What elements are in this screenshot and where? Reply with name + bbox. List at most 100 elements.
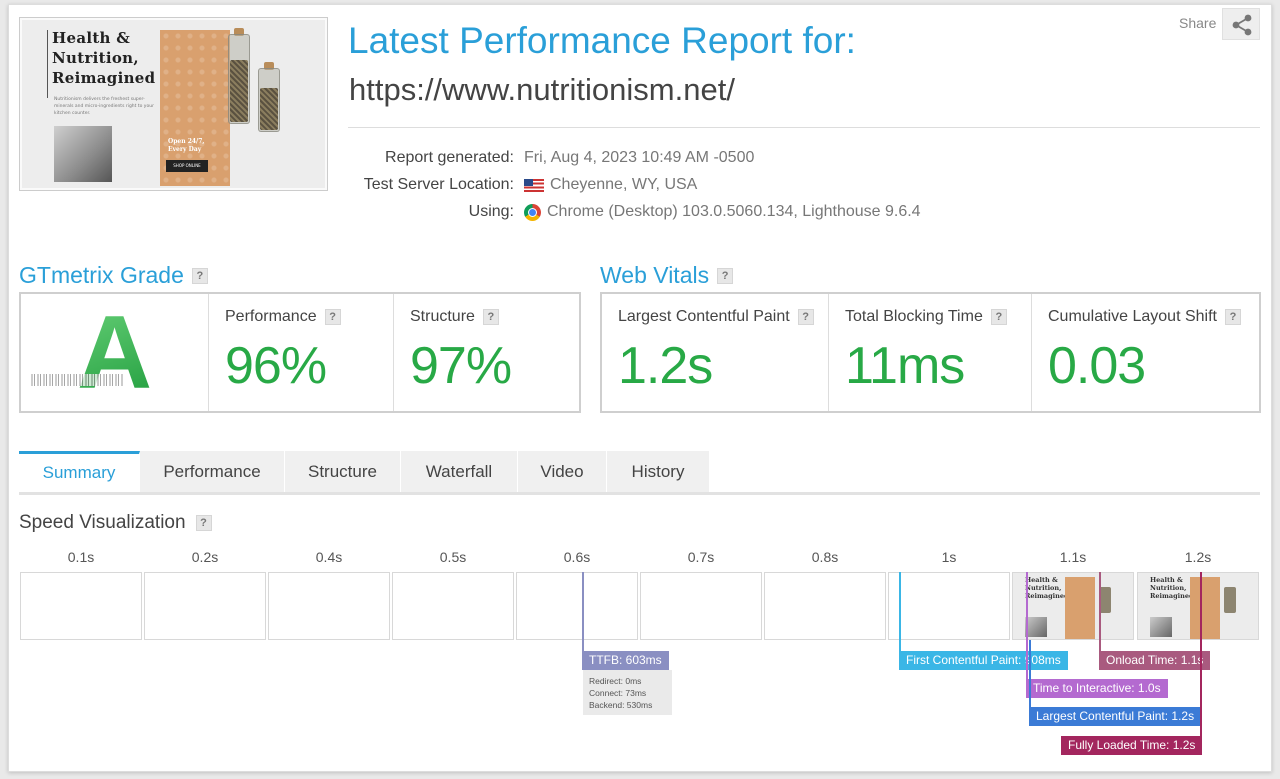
frame-photo: [1150, 617, 1172, 637]
structure-score-label-wrap: Structure ?: [410, 308, 499, 326]
vital-label: Total Blocking Time: [845, 308, 983, 325]
jar-image: [228, 34, 250, 124]
vital-value: 1.2s: [618, 337, 713, 395]
filmstrip-frame[interactable]: [640, 572, 762, 640]
frame-photo: [1025, 617, 1047, 637]
vital-label-wrap: Total Blocking Time ?: [845, 308, 1007, 326]
thumbnail-description: Nutritionism delivers the freshest super…: [54, 97, 154, 116]
filmstrip-frame[interactable]: [144, 572, 266, 640]
tab-history[interactable]: History: [607, 451, 710, 493]
performance-score-cell: Performance ? 96%: [208, 294, 393, 411]
performance-score-label-wrap: Performance ?: [225, 308, 341, 326]
help-icon[interactable]: ?: [191, 267, 208, 284]
meta-label: Report generated:: [385, 149, 514, 166]
report-title: Latest Performance Report for:: [348, 20, 856, 61]
help-icon[interactable]: ?: [717, 267, 734, 284]
help-icon[interactable]: ?: [1224, 309, 1241, 325]
timeline-tick: 0.2s: [191, 549, 219, 565]
timeline-tick: 0.7s: [687, 549, 715, 565]
vital-label: Largest Contentful Paint: [618, 308, 790, 325]
ttfb-connect: Connect: 73ms: [589, 688, 647, 698]
thumbnail-headline: Health & Nutrition, Reimagined: [52, 29, 156, 87]
section-title: GTmetrix Grade: [19, 262, 184, 288]
help-icon[interactable]: ?: [324, 309, 341, 325]
timeline-tick: 0.6s: [563, 549, 591, 565]
filmstrip-frame[interactable]: [764, 572, 886, 640]
fully-loaded-line: [1200, 572, 1202, 738]
timeline-tick: 0.8s: [811, 549, 839, 565]
report-url: https://www.nutritionism.net/: [349, 72, 735, 107]
report-tabs: Summary Performance Structure Waterfall …: [19, 451, 710, 493]
vital-tbt-cell: Total Blocking Time ? 11ms: [828, 294, 1031, 411]
gtmetrix-grade-box: A Performance ? 96% Structure ? 97%: [19, 292, 581, 413]
ttfb-marker[interactable]: TTFB: 603ms: [582, 651, 669, 670]
filmstrip-frame[interactable]: [888, 572, 1010, 640]
help-icon[interactable]: ?: [797, 309, 814, 325]
thumbnail-divider: [47, 30, 48, 98]
frame-headline: Health & Nutrition, Reimagined: [1150, 576, 1194, 600]
grade-letter: A: [77, 295, 153, 411]
grade-artifact: [31, 374, 123, 386]
jar-cork: [264, 62, 274, 70]
thumbnail-cta: SHOP ONLINE: [166, 160, 208, 172]
section-title: Web Vitals: [600, 262, 710, 288]
jar-cork: [234, 28, 244, 36]
page-screenshot-thumbnail[interactable]: Health & Nutrition, Reimagined Nutrition…: [19, 17, 328, 191]
onload-marker[interactable]: Onload Time: 1.1s: [1099, 651, 1211, 670]
ttfb-redirect: Redirect: 0ms: [589, 676, 642, 686]
performance-score-label: Performance: [225, 308, 317, 325]
tti-marker[interactable]: Time to Interactive: 1.0s: [1026, 679, 1168, 698]
header-divider: [348, 127, 1260, 128]
meta-value-wrap: Chrome (Desktop) 103.0.5060.134, Lightho…: [524, 203, 921, 221]
filmstrip-frame[interactable]: [392, 572, 514, 640]
tab-waterfall[interactable]: Waterfall: [401, 451, 518, 493]
meta-value: Cheyenne, WY, USA: [550, 176, 698, 193]
meta-label: Test Server Location:: [363, 176, 514, 193]
structure-score-label: Structure: [410, 308, 475, 325]
web-vitals-box: Largest Contentful Paint ? 1.2s Total Bl…: [600, 292, 1261, 413]
vital-label: Cumulative Layout Shift: [1048, 308, 1217, 325]
filmstrip-frame[interactable]: [516, 572, 638, 640]
frame-panel: [1190, 577, 1220, 639]
help-icon[interactable]: ?: [990, 309, 1007, 325]
tab-video[interactable]: Video: [518, 451, 607, 493]
web-vitals-heading: Web Vitals ?: [600, 262, 734, 289]
structure-score-value: 97%: [410, 337, 512, 395]
lcp-marker[interactable]: Largest Contentful Paint: 1.2s: [1029, 707, 1202, 726]
help-icon[interactable]: ?: [482, 309, 499, 325]
timeline-tick: 1.2s: [1184, 549, 1212, 565]
meta-value-wrap: Cheyenne, WY, USA: [524, 176, 697, 194]
vital-cls-cell: Cumulative Layout Shift ? 0.03: [1031, 294, 1259, 411]
share-button[interactable]: [1222, 8, 1260, 40]
ttfb-backend: Backend: 530ms: [589, 700, 653, 710]
tab-structure[interactable]: Structure: [285, 451, 401, 493]
timeline-tick: 1s: [941, 549, 957, 565]
help-icon[interactable]: ?: [195, 515, 212, 531]
share-icon: [1232, 14, 1252, 36]
frame-panel: [1065, 577, 1095, 639]
share-label: Share: [1179, 15, 1217, 31]
frame-headline: Health & Nutrition, Reimagined: [1025, 576, 1069, 600]
tab-summary[interactable]: Summary: [19, 451, 140, 493]
onload-line: [1099, 572, 1101, 652]
ttfb-breakdown: Redirect: 0ms Connect: 73ms Backend: 530…: [583, 670, 672, 715]
grade-cell: A: [21, 294, 208, 411]
vital-label-wrap: Cumulative Layout Shift ?: [1048, 308, 1241, 326]
filmstrip-frame[interactable]: [268, 572, 390, 640]
vital-label-wrap: Largest Contentful Paint ?: [618, 308, 814, 326]
section-title: Speed Visualization: [19, 512, 186, 533]
vital-value: 11ms: [845, 337, 965, 395]
tabs-underline: [19, 492, 1260, 495]
gtmetrix-grade-heading: GTmetrix Grade ?: [19, 262, 208, 289]
tab-performance[interactable]: Performance: [140, 451, 285, 493]
filmstrip-frame[interactable]: [20, 572, 142, 640]
filmstrip-frame-rendered[interactable]: Health & Nutrition, Reimagined: [1137, 572, 1259, 640]
filmstrip-frame-rendered[interactable]: Health & Nutrition, Reimagined: [1012, 572, 1134, 640]
fcp-line: [899, 572, 901, 652]
meta-value: Chrome (Desktop) 103.0.5060.134, Lightho…: [547, 203, 921, 220]
frame-jar: [1224, 587, 1236, 613]
fully-loaded-marker[interactable]: Fully Loaded Time: 1.2s: [1061, 736, 1203, 755]
performance-score-value: 96%: [225, 337, 327, 395]
ttfb-line: [582, 572, 584, 652]
fcp-marker[interactable]: First Contentful Paint: 908ms: [899, 651, 1068, 670]
